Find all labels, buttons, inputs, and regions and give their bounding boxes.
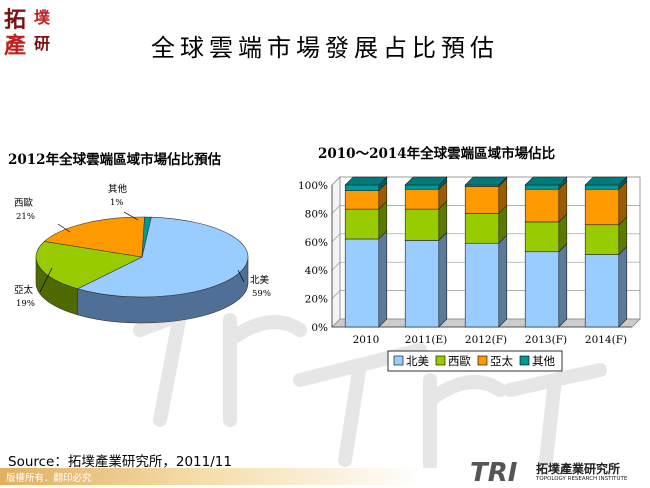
y-tick-label: 0% (311, 322, 328, 334)
pie-label-西歐: 西歐 (14, 197, 34, 209)
bar-segment-其他 (404, 184, 440, 190)
legend-label-西歐: 西歐 (448, 354, 471, 368)
logo-char-4: 研 (34, 34, 51, 53)
logo-char-1: 拓 (4, 7, 27, 33)
footer-bar: 版權所有．翻印必究 (0, 468, 650, 485)
x-tick-label: 2013(F) (525, 334, 567, 346)
bar-segment-side-北美 (378, 230, 388, 328)
bar-segment-其他 (524, 184, 560, 190)
bar-segment-西歐 (344, 208, 380, 240)
x-tick-label: 2012(F) (465, 334, 507, 346)
bar-top-其他 (464, 176, 508, 186)
bar-segment-亞太 (524, 188, 560, 223)
bar-segment-北美 (344, 238, 380, 328)
bar-chart-title: 2010～2014年全球雲端區域市場佔比 (318, 146, 556, 162)
footer-logo-name: 拓墣產業研究所 (536, 462, 621, 476)
pie-slice-西歐 (35, 241, 143, 290)
page-title: 全球雲端市場發展占比預估 (151, 34, 499, 62)
pie-value-其他: 1% (110, 198, 124, 208)
y-tick-label: 80% (305, 208, 328, 220)
stacked-bar-chart: 0% 20% 40% 60% 80% 100% 2010 2011(E) 2012(F) 2013… (298, 176, 641, 372)
x-tick-label: 2014(F) (585, 334, 627, 346)
bar-segment-side-北美 (438, 231, 448, 328)
legend-label-亞太: 亞太 (490, 354, 513, 368)
logo-char-2: 墣 (34, 8, 51, 27)
bar-segment-西歐 (404, 208, 440, 241)
y-tick-label: 40% (305, 265, 328, 277)
y-tick-label: 20% (305, 294, 328, 306)
legend-swatch-西歐 (435, 355, 446, 366)
y-tick-label: 100% (298, 180, 328, 192)
legend-swatch-北美 (393, 355, 404, 366)
pie-leader-亞太 (39, 267, 53, 293)
x-tick-label: 2011(E) (405, 334, 448, 346)
bar-segment-西歐 (464, 213, 500, 244)
copyright-text: 版權所有．翻印必究 (6, 473, 92, 484)
pie-chart: 北美 59% 西歐 21% 亞太 19% 其他 1% (14, 183, 271, 324)
bar-segment-亞太 (404, 188, 440, 210)
footer-logo-mark: TRI (470, 458, 518, 488)
bar-segment-北美 (404, 240, 440, 328)
bar-segment-北美 (524, 251, 560, 328)
pie-label-北美: 北美 (250, 274, 270, 286)
pie-slice-亞太 (43, 216, 145, 258)
pie-value-西歐: 21% (16, 212, 35, 222)
legend-swatch-其他 (519, 355, 530, 366)
y-tick-label: 60% (305, 237, 328, 249)
pie-slice-北美 (76, 216, 249, 298)
pie-leader-其他 (123, 211, 139, 221)
legend-swatch-亞太 (477, 355, 488, 366)
bar-top-其他 (584, 176, 628, 186)
bar-segment-其他 (344, 184, 380, 191)
legend-label-北美: 北美 (406, 354, 429, 368)
pie-label-其他: 其他 (108, 183, 128, 195)
bar-segment-亞太 (464, 186, 500, 214)
pie-value-北美: 59% (252, 289, 271, 299)
bar-segment-西歐 (584, 224, 620, 255)
bar-segment-北美 (464, 242, 500, 328)
pie-value-亞太: 19% (16, 299, 35, 309)
pie-leader-西歐 (57, 223, 71, 233)
x-tick-label: 2010 (353, 334, 380, 346)
source-note: Source：拓墣產業研究所，2011/11 (8, 454, 232, 470)
bar-top-其他 (344, 176, 388, 186)
pie-chart-title: 2012年全球雲端區域市場佔比預估 (8, 152, 222, 168)
grid-diag (331, 261, 341, 271)
grid-diag (331, 176, 341, 186)
pie-label-亞太: 亞太 (14, 284, 34, 296)
grid-diag (331, 318, 341, 328)
legend-label-其他: 其他 (532, 354, 555, 368)
bar-segment-北美 (584, 254, 620, 328)
bar-segment-亞太 (584, 188, 620, 226)
pie-leader-北美 (237, 269, 245, 283)
bar-top-其他 (404, 176, 448, 186)
grid-diag (331, 205, 341, 214)
logo-char-3: 產 (4, 33, 27, 59)
brand-logo: 拓 墣 產 研 (0, 0, 62, 59)
bar-segment-亞太 (344, 190, 380, 210)
bar-side-wall (331, 176, 341, 328)
bar-segment-side-北美 (558, 243, 568, 328)
pie-slice-其他 (141, 216, 152, 258)
bar-legend (387, 350, 563, 372)
bar-segment-side-北美 (618, 245, 628, 328)
bar-segment-其他 (584, 184, 620, 190)
footer-logo-en: TOPOLOGY RESEARCH INSTITUTE (536, 476, 628, 482)
bar-top-其他 (524, 176, 568, 186)
grid-diag (331, 233, 341, 243)
bar-segment-side-北美 (498, 234, 508, 328)
bar-segment-西歐 (524, 221, 560, 253)
grid-diag (331, 290, 341, 299)
